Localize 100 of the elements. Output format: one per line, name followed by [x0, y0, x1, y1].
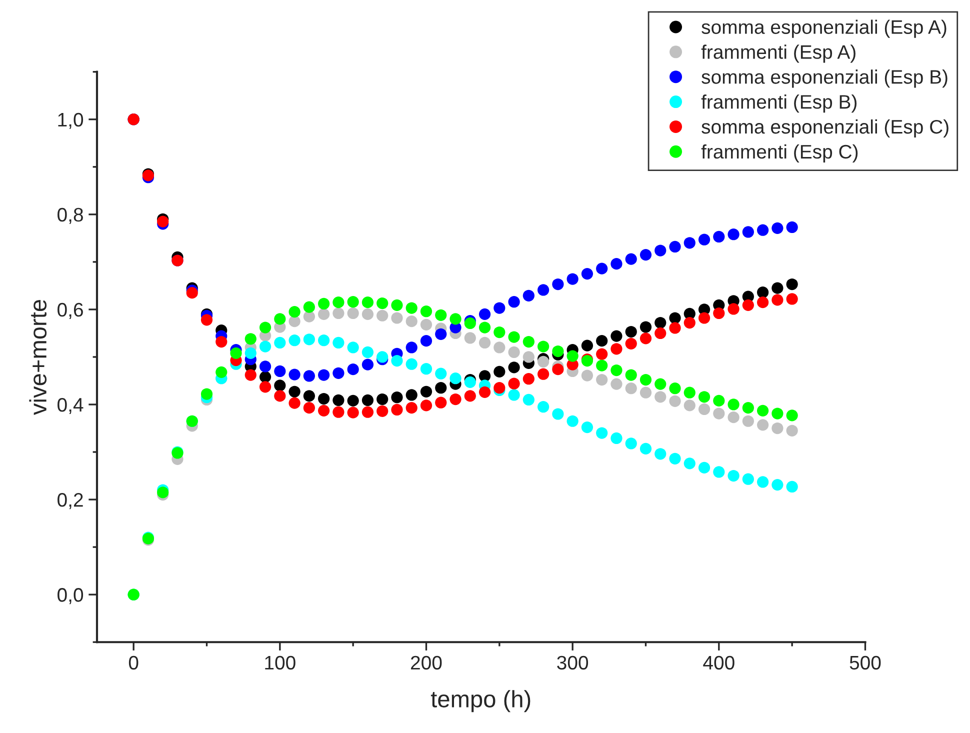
- point: [596, 427, 608, 439]
- point: [538, 340, 550, 352]
- point: [420, 400, 432, 412]
- point: [610, 343, 622, 355]
- point: [332, 394, 344, 406]
- y-axis-title: vive+morte: [29, 300, 47, 415]
- point: [406, 316, 418, 328]
- point: [669, 322, 681, 334]
- point: [786, 424, 798, 436]
- point: [728, 228, 740, 240]
- point: [684, 386, 696, 398]
- point: [420, 335, 432, 347]
- point: [728, 412, 740, 424]
- point: [786, 221, 798, 234]
- point: [406, 302, 418, 314]
- point: [347, 406, 359, 418]
- point: [566, 415, 578, 427]
- point: [596, 360, 608, 372]
- point: [757, 419, 769, 431]
- point: [332, 336, 344, 349]
- point: [259, 322, 272, 334]
- point: [786, 410, 798, 422]
- point: [303, 370, 315, 382]
- point: [698, 391, 710, 403]
- point: [669, 312, 681, 324]
- point: [522, 336, 534, 348]
- point: [464, 390, 476, 402]
- point: [391, 299, 403, 311]
- point: [200, 388, 213, 400]
- point: [625, 438, 637, 450]
- point: [494, 302, 506, 314]
- point: [318, 369, 330, 381]
- point: [772, 282, 784, 294]
- point: [654, 244, 666, 256]
- point: [464, 317, 476, 330]
- point: [303, 402, 315, 414]
- point: [157, 486, 169, 498]
- point: [581, 370, 594, 382]
- point: [552, 345, 564, 358]
- point: [713, 408, 725, 420]
- point: [772, 222, 784, 234]
- point: [508, 378, 520, 390]
- point: [522, 373, 534, 385]
- point: [640, 332, 652, 344]
- point: [494, 382, 506, 394]
- point: [376, 297, 388, 310]
- point: [742, 226, 754, 238]
- y-tick-label: 0,2: [58, 493, 83, 510]
- point: [244, 347, 256, 359]
- point: [376, 351, 388, 363]
- point: [625, 382, 637, 394]
- point: [508, 296, 520, 308]
- point: [362, 308, 374, 320]
- point: [728, 398, 740, 410]
- point: [508, 346, 520, 358]
- point: [552, 364, 564, 376]
- point: [786, 480, 798, 493]
- point: [625, 338, 637, 350]
- point: [654, 378, 666, 390]
- point: [362, 346, 374, 358]
- point: [420, 318, 432, 330]
- point: [332, 307, 344, 320]
- point: [259, 360, 272, 372]
- point: [596, 374, 608, 386]
- point: [772, 408, 784, 420]
- point: [288, 397, 300, 409]
- point: [347, 394, 359, 406]
- point: [347, 364, 359, 376]
- y-tick-label: 0,0: [58, 588, 84, 604]
- point: [698, 234, 710, 246]
- point: [288, 334, 300, 346]
- point: [318, 404, 330, 416]
- point: [376, 393, 388, 406]
- point: [772, 422, 784, 434]
- point: [259, 381, 272, 393]
- point: [640, 374, 652, 386]
- legend-label: somma esponenziali (Esp A): [702, 20, 946, 38]
- x-tick-label: 500: [850, 656, 881, 670]
- point: [450, 393, 462, 406]
- point: [478, 386, 491, 398]
- point: [332, 296, 344, 308]
- point: [478, 322, 491, 334]
- point: [244, 333, 256, 345]
- point: [713, 466, 725, 478]
- point: [420, 363, 432, 375]
- point: [391, 312, 403, 324]
- point: [435, 382, 447, 394]
- y-tick-label: 0,4: [58, 398, 84, 414]
- point: [610, 432, 622, 444]
- point: [742, 415, 754, 427]
- point: [684, 458, 696, 470]
- point: [772, 478, 784, 491]
- point: [318, 392, 330, 405]
- point: [362, 296, 374, 308]
- point: [186, 287, 198, 299]
- point: [757, 286, 769, 298]
- point: [391, 404, 403, 416]
- point: [274, 336, 286, 349]
- point: [362, 358, 374, 370]
- point: [728, 303, 740, 315]
